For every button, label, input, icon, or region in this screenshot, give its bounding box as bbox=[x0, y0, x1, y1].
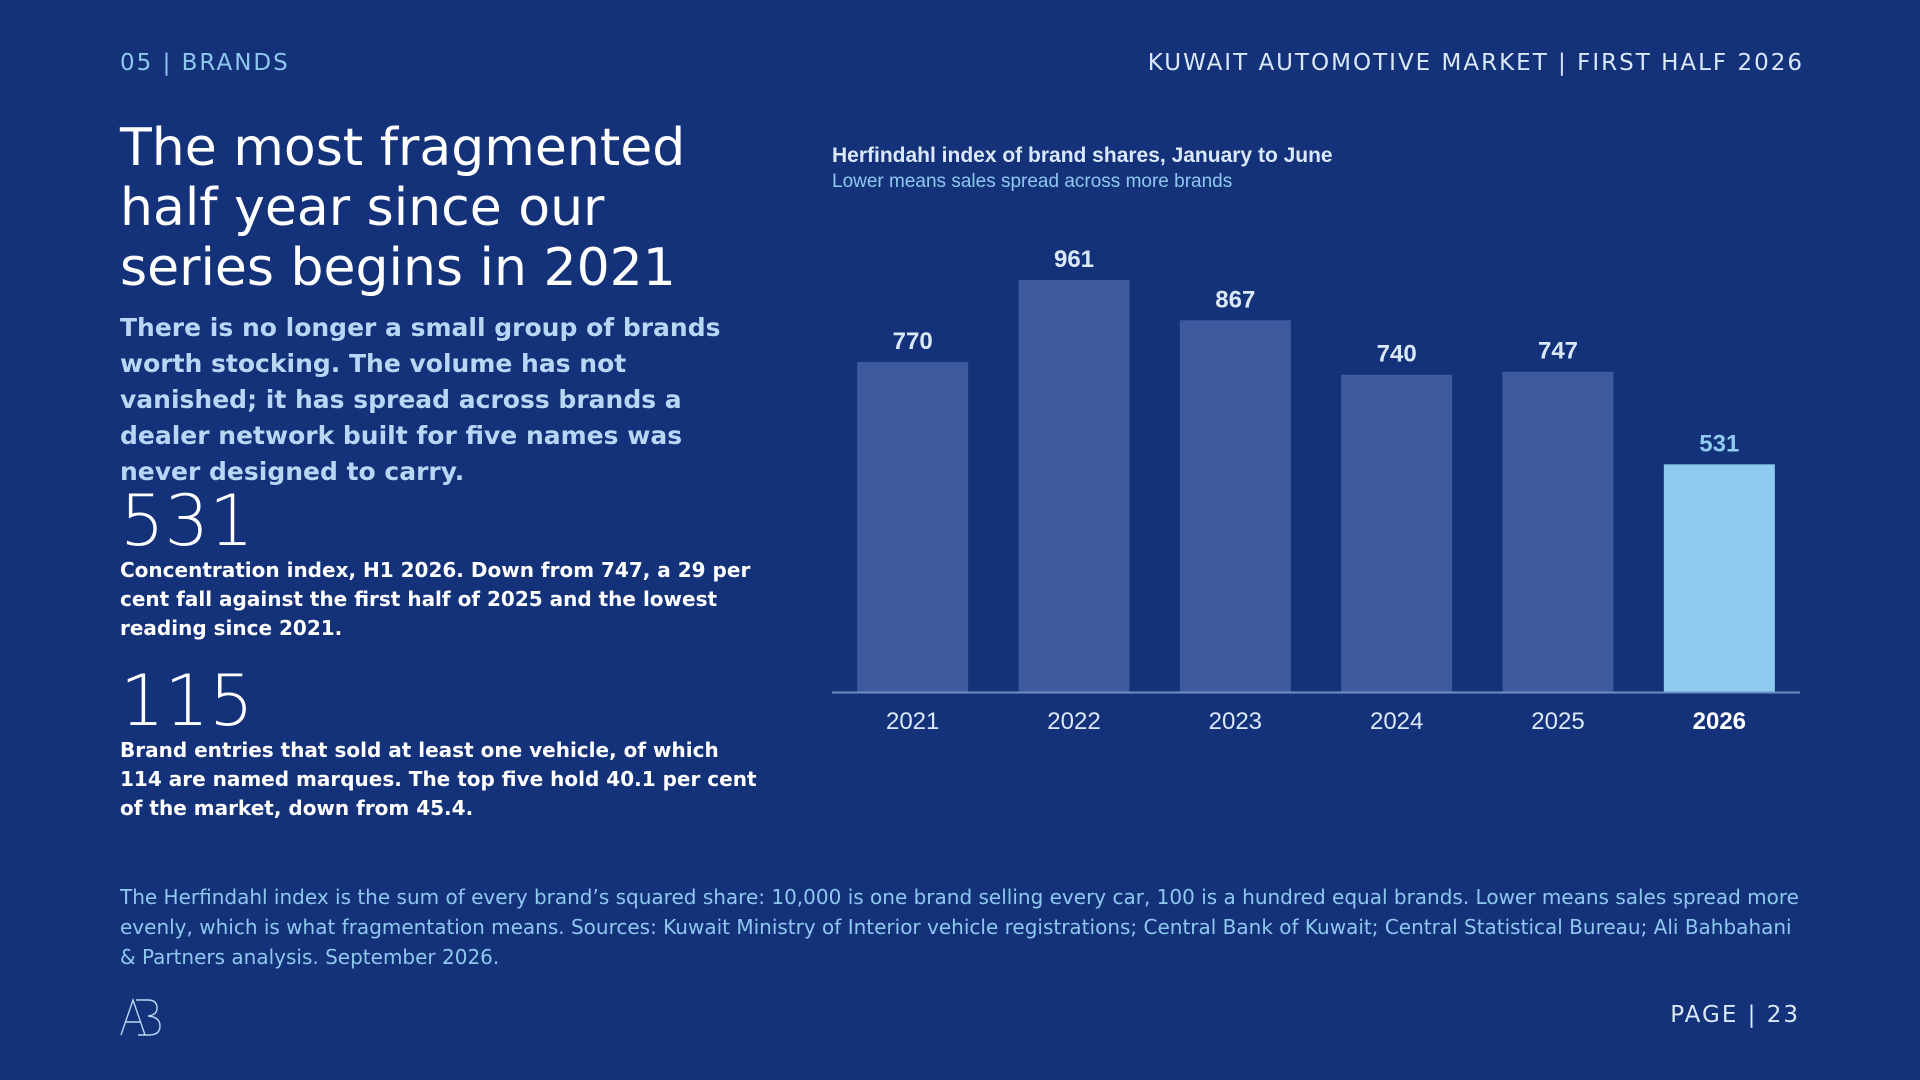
footnote: The Herfindahl index is the sum of every… bbox=[120, 885, 1799, 969]
data-label-2025: 747 bbox=[1538, 338, 1578, 365]
stat-brands-text: Brand entries that sold at least one veh… bbox=[120, 738, 757, 820]
x-tick-label-2023: 2023 bbox=[1209, 708, 1262, 735]
data-label-2023: 867 bbox=[1215, 286, 1255, 313]
report-title: KUWAIT AUTOMOTIVE MARKET | FIRST HALF 20… bbox=[1147, 50, 1804, 76]
data-label-2024: 740 bbox=[1377, 341, 1417, 368]
bar-2026 bbox=[1663, 464, 1775, 692]
x-tick-label-2026: 2026 bbox=[1693, 708, 1746, 735]
stat-concentration-text: Concentration index, H1 2026. Down from … bbox=[120, 558, 751, 640]
herfindahl-bar-chart: 770 2021 961 2022 867 2023 740 2024 747 2025 531 20… bbox=[832, 246, 1800, 735]
data-label-2026: 531 bbox=[1699, 430, 1739, 457]
bar-2024 bbox=[1341, 374, 1453, 692]
bar-2025 bbox=[1502, 371, 1614, 692]
data-label-2022: 961 bbox=[1054, 246, 1094, 273]
section-label: 05 | BRANDS bbox=[120, 50, 290, 76]
x-tick-label-2022: 2022 bbox=[1047, 708, 1100, 735]
bar-2021 bbox=[857, 361, 969, 692]
ab-monogram-icon bbox=[120, 998, 161, 1036]
stat-concentration-number: 531 bbox=[120, 480, 254, 562]
stat-brands-number: 115 bbox=[120, 660, 254, 742]
bar-2022 bbox=[1018, 280, 1130, 692]
x-tick-label-2025: 2025 bbox=[1531, 708, 1584, 735]
x-tick-label-2024: 2024 bbox=[1370, 708, 1423, 735]
data-label-2021: 770 bbox=[893, 328, 933, 355]
x-tick-label-2021: 2021 bbox=[886, 708, 939, 735]
page-number: PAGE | 23 bbox=[1670, 1002, 1800, 1028]
lede-paragraph: There is no longer a small group of bran… bbox=[120, 313, 721, 486]
chart-subtitle: Lower means sales spread across more bra… bbox=[832, 171, 1233, 192]
bar-2023 bbox=[1179, 320, 1291, 692]
chart-title: Herfindahl index of brand shares, Januar… bbox=[832, 144, 1333, 167]
page-headline: The most fragmented half year since our … bbox=[120, 118, 686, 298]
